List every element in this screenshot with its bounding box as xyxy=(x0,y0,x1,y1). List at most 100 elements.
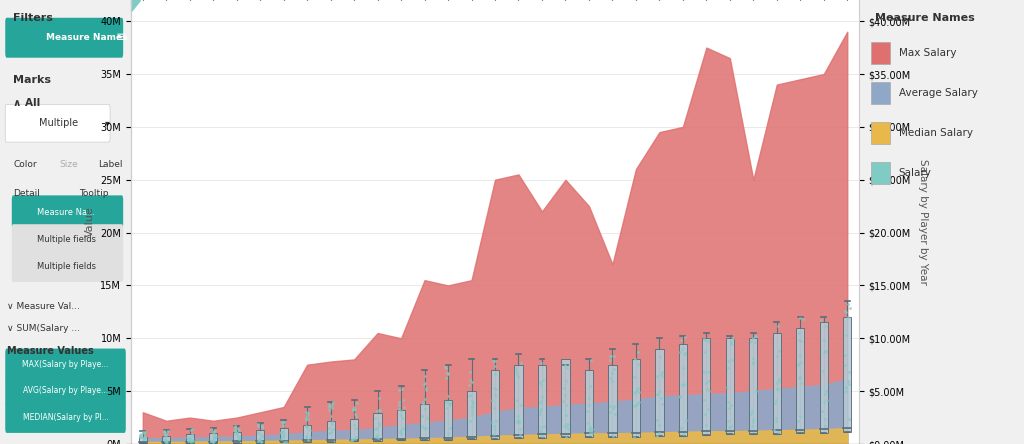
Point xyxy=(250,420,266,428)
Point xyxy=(653,371,670,378)
Text: MEDIAN(Salary by Pl...: MEDIAN(Salary by Pl... xyxy=(23,413,109,422)
Point xyxy=(558,420,574,427)
Point xyxy=(486,425,503,432)
Point xyxy=(628,402,644,409)
Point xyxy=(228,431,245,438)
Text: Color: Color xyxy=(13,160,37,169)
Point xyxy=(441,425,458,432)
Point xyxy=(508,365,524,372)
Point xyxy=(276,439,293,444)
Point xyxy=(626,403,642,410)
Point xyxy=(672,348,688,355)
Point xyxy=(158,437,174,444)
Bar xyxy=(397,410,406,440)
Point xyxy=(626,433,642,440)
Text: Label: Label xyxy=(98,160,123,169)
Point xyxy=(837,361,853,369)
Point xyxy=(673,425,689,432)
Point xyxy=(367,415,383,422)
Point xyxy=(393,415,410,422)
Point xyxy=(532,359,549,366)
Point xyxy=(228,429,245,436)
Point xyxy=(132,433,148,440)
Point xyxy=(581,401,597,408)
Point xyxy=(531,411,548,418)
Point xyxy=(417,396,433,403)
Point xyxy=(484,357,501,365)
Point xyxy=(324,400,340,407)
Point xyxy=(254,422,270,429)
Point xyxy=(601,352,617,359)
Point xyxy=(367,426,383,433)
Point xyxy=(626,374,642,381)
Point xyxy=(816,348,833,355)
FancyBboxPatch shape xyxy=(5,402,126,433)
Point xyxy=(719,384,735,391)
Point xyxy=(723,340,739,347)
Bar xyxy=(514,365,522,438)
Point xyxy=(746,338,763,345)
Point xyxy=(631,399,647,406)
Point xyxy=(158,439,174,444)
Bar xyxy=(632,360,640,436)
Point xyxy=(583,426,599,433)
Point xyxy=(465,399,481,406)
Point xyxy=(559,420,575,427)
Point xyxy=(534,405,550,412)
Point xyxy=(649,372,666,379)
Point xyxy=(648,417,665,424)
Point xyxy=(207,433,223,440)
Point xyxy=(230,426,247,433)
Point xyxy=(838,384,854,391)
Point xyxy=(464,408,480,415)
Point xyxy=(158,432,174,439)
Point xyxy=(158,431,174,438)
Point xyxy=(206,428,222,435)
Point xyxy=(254,431,270,438)
Point xyxy=(631,388,647,395)
Point xyxy=(414,422,430,429)
Point xyxy=(816,348,833,355)
Point xyxy=(695,396,712,403)
Point xyxy=(136,433,153,440)
Point xyxy=(675,431,691,438)
Text: Median Salary: Median Salary xyxy=(899,128,973,138)
Point xyxy=(795,316,811,323)
Point xyxy=(579,407,595,414)
Bar xyxy=(843,317,851,432)
Point xyxy=(437,399,454,406)
Point xyxy=(136,435,153,442)
Bar xyxy=(750,338,758,435)
Text: Marks: Marks xyxy=(13,75,51,86)
Point xyxy=(769,385,785,392)
Point xyxy=(792,336,808,343)
Point xyxy=(792,315,808,322)
Point xyxy=(697,421,714,428)
Point xyxy=(251,436,267,443)
Point xyxy=(390,401,407,408)
Point xyxy=(748,332,764,339)
Point xyxy=(464,397,480,404)
Point xyxy=(555,385,571,392)
Point xyxy=(439,429,456,436)
Point xyxy=(159,439,175,444)
Point xyxy=(607,411,624,418)
Point xyxy=(136,435,153,442)
Point xyxy=(629,386,645,393)
Point xyxy=(226,423,243,430)
Point xyxy=(649,391,666,398)
Point xyxy=(418,387,434,394)
Point xyxy=(417,406,433,413)
Point xyxy=(183,436,200,443)
Point xyxy=(368,433,384,440)
Bar xyxy=(870,82,890,104)
Text: MAX(Salary by Playe...: MAX(Salary by Playe... xyxy=(23,360,109,369)
Point xyxy=(392,431,409,438)
Point xyxy=(372,406,388,413)
Point xyxy=(485,431,502,438)
Bar xyxy=(209,433,217,443)
Point xyxy=(698,386,715,393)
Point xyxy=(414,413,430,420)
Point xyxy=(509,419,525,426)
Point xyxy=(815,336,831,343)
